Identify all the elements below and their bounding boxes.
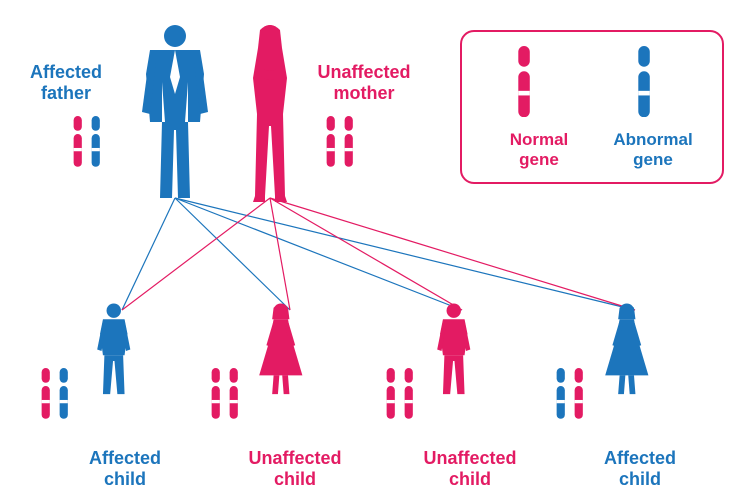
label-text: Affectedfather bbox=[16, 62, 116, 103]
chromosome-pair bbox=[72, 116, 101, 172]
label-text: Abnormalgene bbox=[608, 130, 698, 169]
legend-chromosome bbox=[636, 46, 652, 117]
label-text: Affectedchild bbox=[585, 448, 695, 489]
label-text: Normalgene bbox=[494, 130, 584, 169]
child-child1-figure bbox=[90, 302, 138, 397]
label-text: Unaffectedchild bbox=[410, 448, 530, 489]
label-text: Unaffectedchild bbox=[235, 448, 355, 489]
label-text: Unaffectedmother bbox=[304, 62, 424, 103]
parent-mother-figure bbox=[235, 22, 305, 202]
chromosome-pair bbox=[555, 368, 584, 424]
chromosome-pair bbox=[385, 368, 414, 424]
child-child2-figure bbox=[252, 302, 310, 397]
label-text: Affectedchild bbox=[70, 448, 180, 489]
child-child3-figure bbox=[430, 302, 478, 397]
chromosome-pair bbox=[40, 368, 69, 424]
chromosome-pair bbox=[210, 368, 239, 424]
parent-father-figure bbox=[130, 22, 220, 202]
child-child4-figure bbox=[598, 302, 656, 397]
legend-chromosome bbox=[516, 46, 532, 117]
chromosome-pair bbox=[325, 116, 354, 172]
